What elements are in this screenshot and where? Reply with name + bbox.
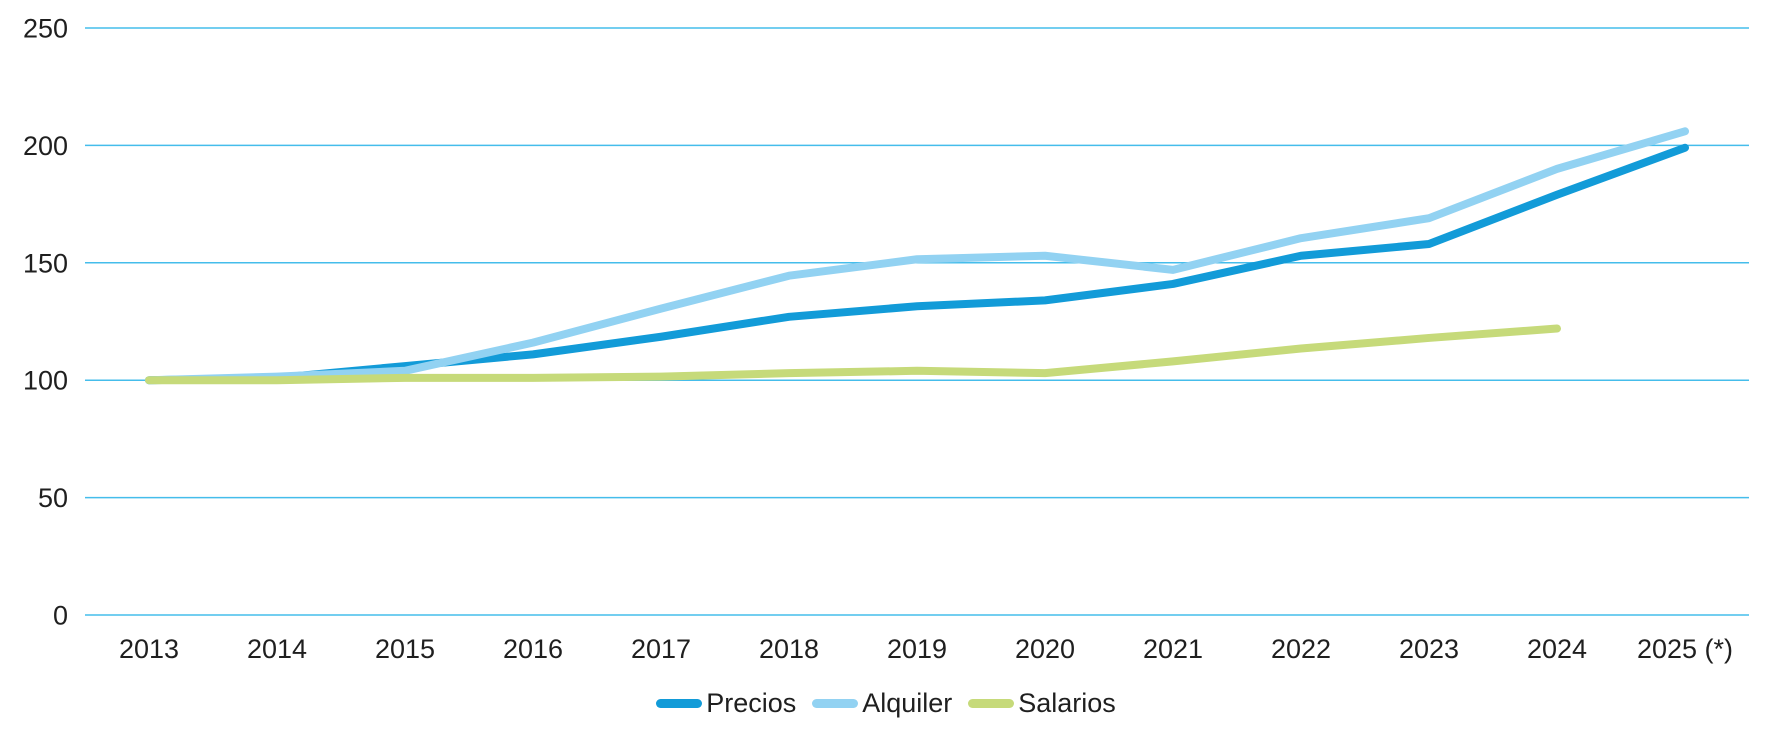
y-tick-label-150: 150 xyxy=(23,248,68,278)
x-tick-label-2013: 2013 xyxy=(119,634,179,664)
x-tick-label-2017: 2017 xyxy=(631,634,691,664)
x-tick-label-2020: 2020 xyxy=(1015,634,1075,664)
legend-item-alquiler: Alquiler xyxy=(812,690,952,717)
x-tick-label-2024: 2024 xyxy=(1527,634,1587,664)
x-tick-label-2021: 2021 xyxy=(1143,634,1203,664)
y-tick-label-0: 0 xyxy=(53,601,68,631)
x-tick-label-2019: 2019 xyxy=(887,634,947,664)
x-tick-label-2014: 2014 xyxy=(247,634,307,664)
x-tick-label-2018: 2018 xyxy=(759,634,819,664)
series-line-alquiler xyxy=(145,127,1689,385)
legend-label-precios: Precios xyxy=(706,688,797,718)
x-tick-label-2025: 2025 (*) xyxy=(1637,634,1733,664)
line-chart: 0 50 100 150 200 250 2013 2014 2015 2016 2017 2018 2… xyxy=(23,14,1749,664)
y-tick-label-100: 100 xyxy=(23,366,68,396)
legend-label-salarios: Salarios xyxy=(1018,688,1116,718)
legend-label-alquiler: Alquiler xyxy=(862,688,953,718)
series-line-salarios xyxy=(145,324,1561,385)
series-line-precios xyxy=(145,143,1689,385)
x-tick-label-2015: 2015 xyxy=(375,634,435,664)
y-tick-label-250: 250 xyxy=(23,14,68,44)
x-tick-label-2023: 2023 xyxy=(1399,634,1459,664)
x-tick-label-2022: 2022 xyxy=(1271,634,1331,664)
precios-line-swatch xyxy=(656,699,703,708)
chart-legend: Precios Alquiler Salarios xyxy=(0,690,1772,717)
salarios-line-swatch xyxy=(968,699,1015,708)
alquiler-line-swatch xyxy=(812,699,859,708)
legend-item-precios: Precios xyxy=(656,690,796,717)
y-tick-label-200: 200 xyxy=(23,131,68,161)
x-tick-label-2016: 2016 xyxy=(503,634,563,664)
legend-item-salarios: Salarios xyxy=(968,690,1116,717)
y-tick-label-50: 50 xyxy=(38,483,68,513)
